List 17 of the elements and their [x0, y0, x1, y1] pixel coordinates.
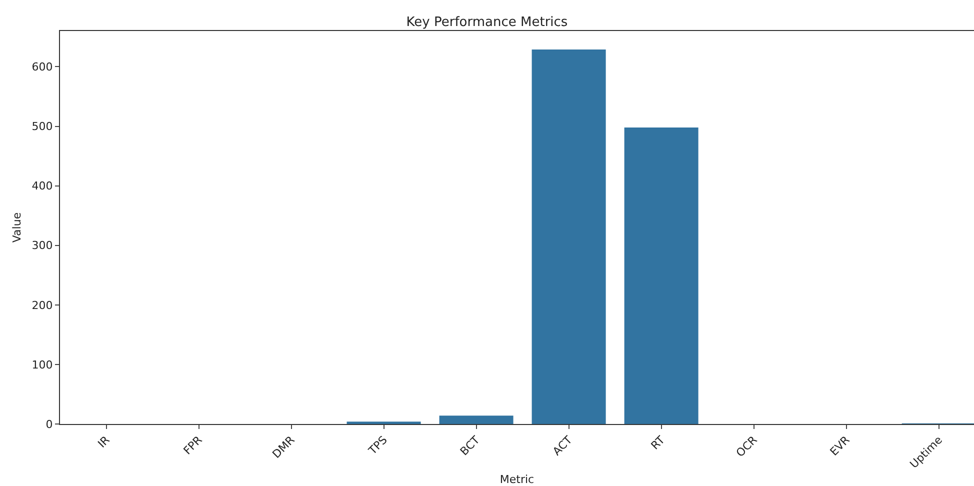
- bar: [624, 127, 698, 424]
- y-axis-title: Value: [10, 212, 24, 243]
- y-tick-label: 100: [32, 358, 53, 372]
- y-tick-label: 300: [32, 239, 53, 252]
- y-tick-label: 400: [32, 180, 53, 193]
- x-tick-label: IR: [95, 433, 113, 450]
- bar: [439, 416, 514, 424]
- x-tick-label: RT: [648, 433, 668, 452]
- x-axis-title: Metric: [500, 473, 534, 486]
- x-tick-label: TPS: [366, 434, 390, 458]
- bar: [532, 49, 606, 424]
- x-tick-label: FPR: [181, 433, 206, 458]
- y-tick-label: 0: [46, 418, 53, 431]
- y-tick-label: 200: [32, 298, 53, 312]
- y-tick-label: 500: [32, 120, 53, 134]
- y-tick-label: 600: [32, 60, 53, 74]
- chart-title: Key Performance Metrics: [406, 15, 568, 30]
